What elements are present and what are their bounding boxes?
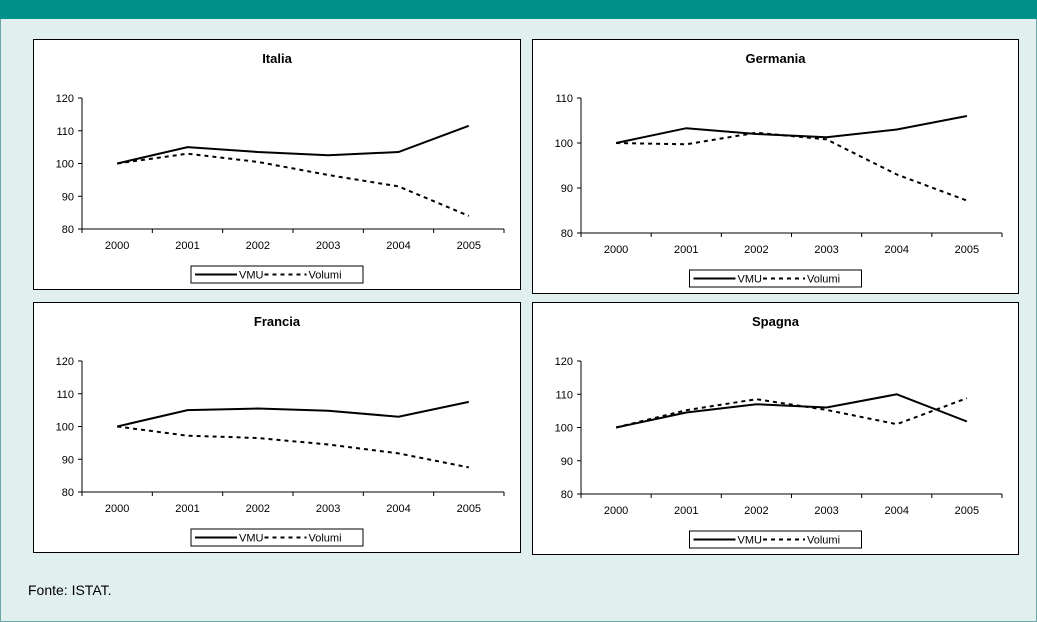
- x-tick-label: 2003: [814, 505, 838, 517]
- legend: VMU Volumi: [190, 265, 364, 284]
- chart-svg: Francia 80 90 100 110 120 2000 2001 2002 2003 2004…: [56, 314, 505, 547]
- y-tick-label: 110: [555, 93, 573, 105]
- source-note: Fonte: ISTAT.: [28, 582, 112, 598]
- y-tick-label: 80: [62, 487, 74, 499]
- series-line-volumi: [117, 425, 469, 469]
- series-line-volumi: [615, 397, 968, 429]
- y-tick-label: 110: [555, 389, 573, 401]
- y-tick-label: 120: [56, 356, 74, 368]
- y-tick-label: 110: [56, 389, 74, 401]
- x-tick-label: 2004: [885, 244, 909, 256]
- series-line-vmu: [615, 115, 968, 144]
- chart-svg: Italia 80 90 100 110 120 2000 2001 2002 2003 2004 2…: [56, 51, 505, 284]
- chart-svg: Germania 80 90 100 110 2000 2001 2002 2003 2004 20…: [555, 51, 1003, 288]
- x-tick-label: 2003: [814, 244, 838, 256]
- series-line-vmu: [116, 124, 470, 165]
- x-tick-label: 2002: [246, 503, 270, 515]
- legend-label-volumi: Volumi: [807, 535, 840, 547]
- x-tick-label: 2001: [674, 244, 698, 256]
- y-tick-label: 90: [561, 183, 573, 195]
- x-tick-label: 2005: [955, 244, 979, 256]
- series-line-volumi: [616, 131, 968, 202]
- legend-label-vmu: VMU: [738, 274, 763, 286]
- x-tick-label: 2001: [674, 505, 698, 517]
- legend-box: [689, 530, 862, 549]
- x-tick-label: 2000: [105, 240, 129, 252]
- legend-box: [190, 528, 364, 547]
- x-tick-label: 2002: [744, 244, 768, 256]
- y-tick-label: 90: [62, 191, 74, 203]
- chart-panel-spagna: Spagna 80 90 100 110 120 2000 2001 2002 2003 2004 2…: [532, 302, 1019, 555]
- y-tick-label: 80: [561, 228, 573, 240]
- y-tick-label: 120: [555, 356, 573, 368]
- legend-label-volumi: Volumi: [807, 274, 840, 286]
- legend-label-volumi: Volumi: [309, 533, 342, 545]
- chart-title: Italia: [262, 51, 292, 66]
- x-tick-label: 2003: [316, 240, 340, 252]
- x-tick-label: 2003: [316, 503, 340, 515]
- y-tick-label: 120: [56, 93, 74, 105]
- y-tick-label: 100: [555, 138, 573, 150]
- legend-label-vmu: VMU: [738, 535, 763, 547]
- legend: VMU Volumi: [689, 269, 862, 288]
- x-tick-label: 2001: [175, 240, 199, 252]
- header-bar: [0, 0, 1037, 19]
- x-tick-label: 2004: [885, 505, 909, 517]
- x-tick-label: 2005: [457, 240, 481, 252]
- legend: VMU Volumi: [689, 530, 862, 549]
- series-line-vmu: [615, 393, 968, 429]
- y-tick-label: 110: [56, 126, 74, 138]
- chart-title: Germania: [746, 51, 807, 66]
- chart-title: Francia: [254, 314, 301, 329]
- chart-svg: Spagna 80 90 100 110 120 2000 2001 2002 2003 2004 2…: [555, 314, 1003, 549]
- x-tick-label: 2005: [457, 503, 481, 515]
- x-tick-label: 2002: [246, 240, 270, 252]
- legend-label-vmu: VMU: [239, 533, 264, 545]
- x-tick-label: 2001: [175, 503, 199, 515]
- x-tick-label: 2005: [955, 505, 979, 517]
- legend-label-volumi: Volumi: [309, 270, 342, 282]
- chart-panel-italia: Italia 80 90 100 110 120 2000 2001 2002 2003 2004 2…: [33, 39, 521, 290]
- x-tick-label: 2000: [105, 503, 129, 515]
- series-line-volumi: [117, 152, 470, 217]
- x-tick-label: 2002: [744, 505, 768, 517]
- legend-label-vmu: VMU: [239, 270, 264, 282]
- legend-box: [190, 265, 364, 284]
- y-tick-label: 100: [555, 423, 573, 435]
- legend: VMU Volumi: [190, 528, 364, 547]
- x-tick-label: 2004: [386, 240, 410, 252]
- chart-panel-francia: Francia 80 90 100 110 120 2000 2001 2002 2003 2004…: [33, 302, 521, 553]
- legend-box: [689, 269, 862, 288]
- series-line-vmu: [116, 400, 470, 428]
- y-tick-label: 80: [561, 489, 573, 501]
- chart-title: Spagna: [752, 314, 800, 329]
- x-tick-label: 2000: [604, 244, 628, 256]
- y-tick-label: 100: [56, 422, 74, 434]
- x-tick-label: 2000: [604, 505, 628, 517]
- y-tick-label: 90: [561, 456, 573, 468]
- y-tick-label: 90: [62, 454, 74, 466]
- y-tick-label: 100: [56, 159, 74, 171]
- chart-panel-germania: Germania 80 90 100 110 2000 2001 2002 2003 2004 20…: [532, 39, 1019, 294]
- y-tick-label: 80: [62, 224, 74, 236]
- x-tick-label: 2004: [386, 503, 410, 515]
